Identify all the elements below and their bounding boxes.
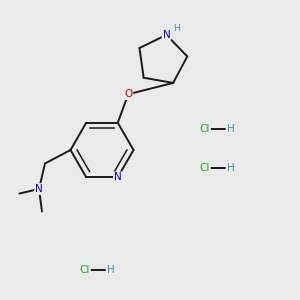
Text: N: N [114,172,122,182]
Text: H: H [174,24,180,33]
Text: Cl: Cl [200,163,210,173]
Text: Cl: Cl [80,265,90,275]
Text: N: N [35,184,43,194]
Text: H: H [226,163,234,173]
Text: N: N [163,30,170,40]
Text: Cl: Cl [200,124,210,134]
Text: H: H [226,124,234,134]
Text: O: O [124,89,132,99]
Text: H: H [106,265,114,275]
